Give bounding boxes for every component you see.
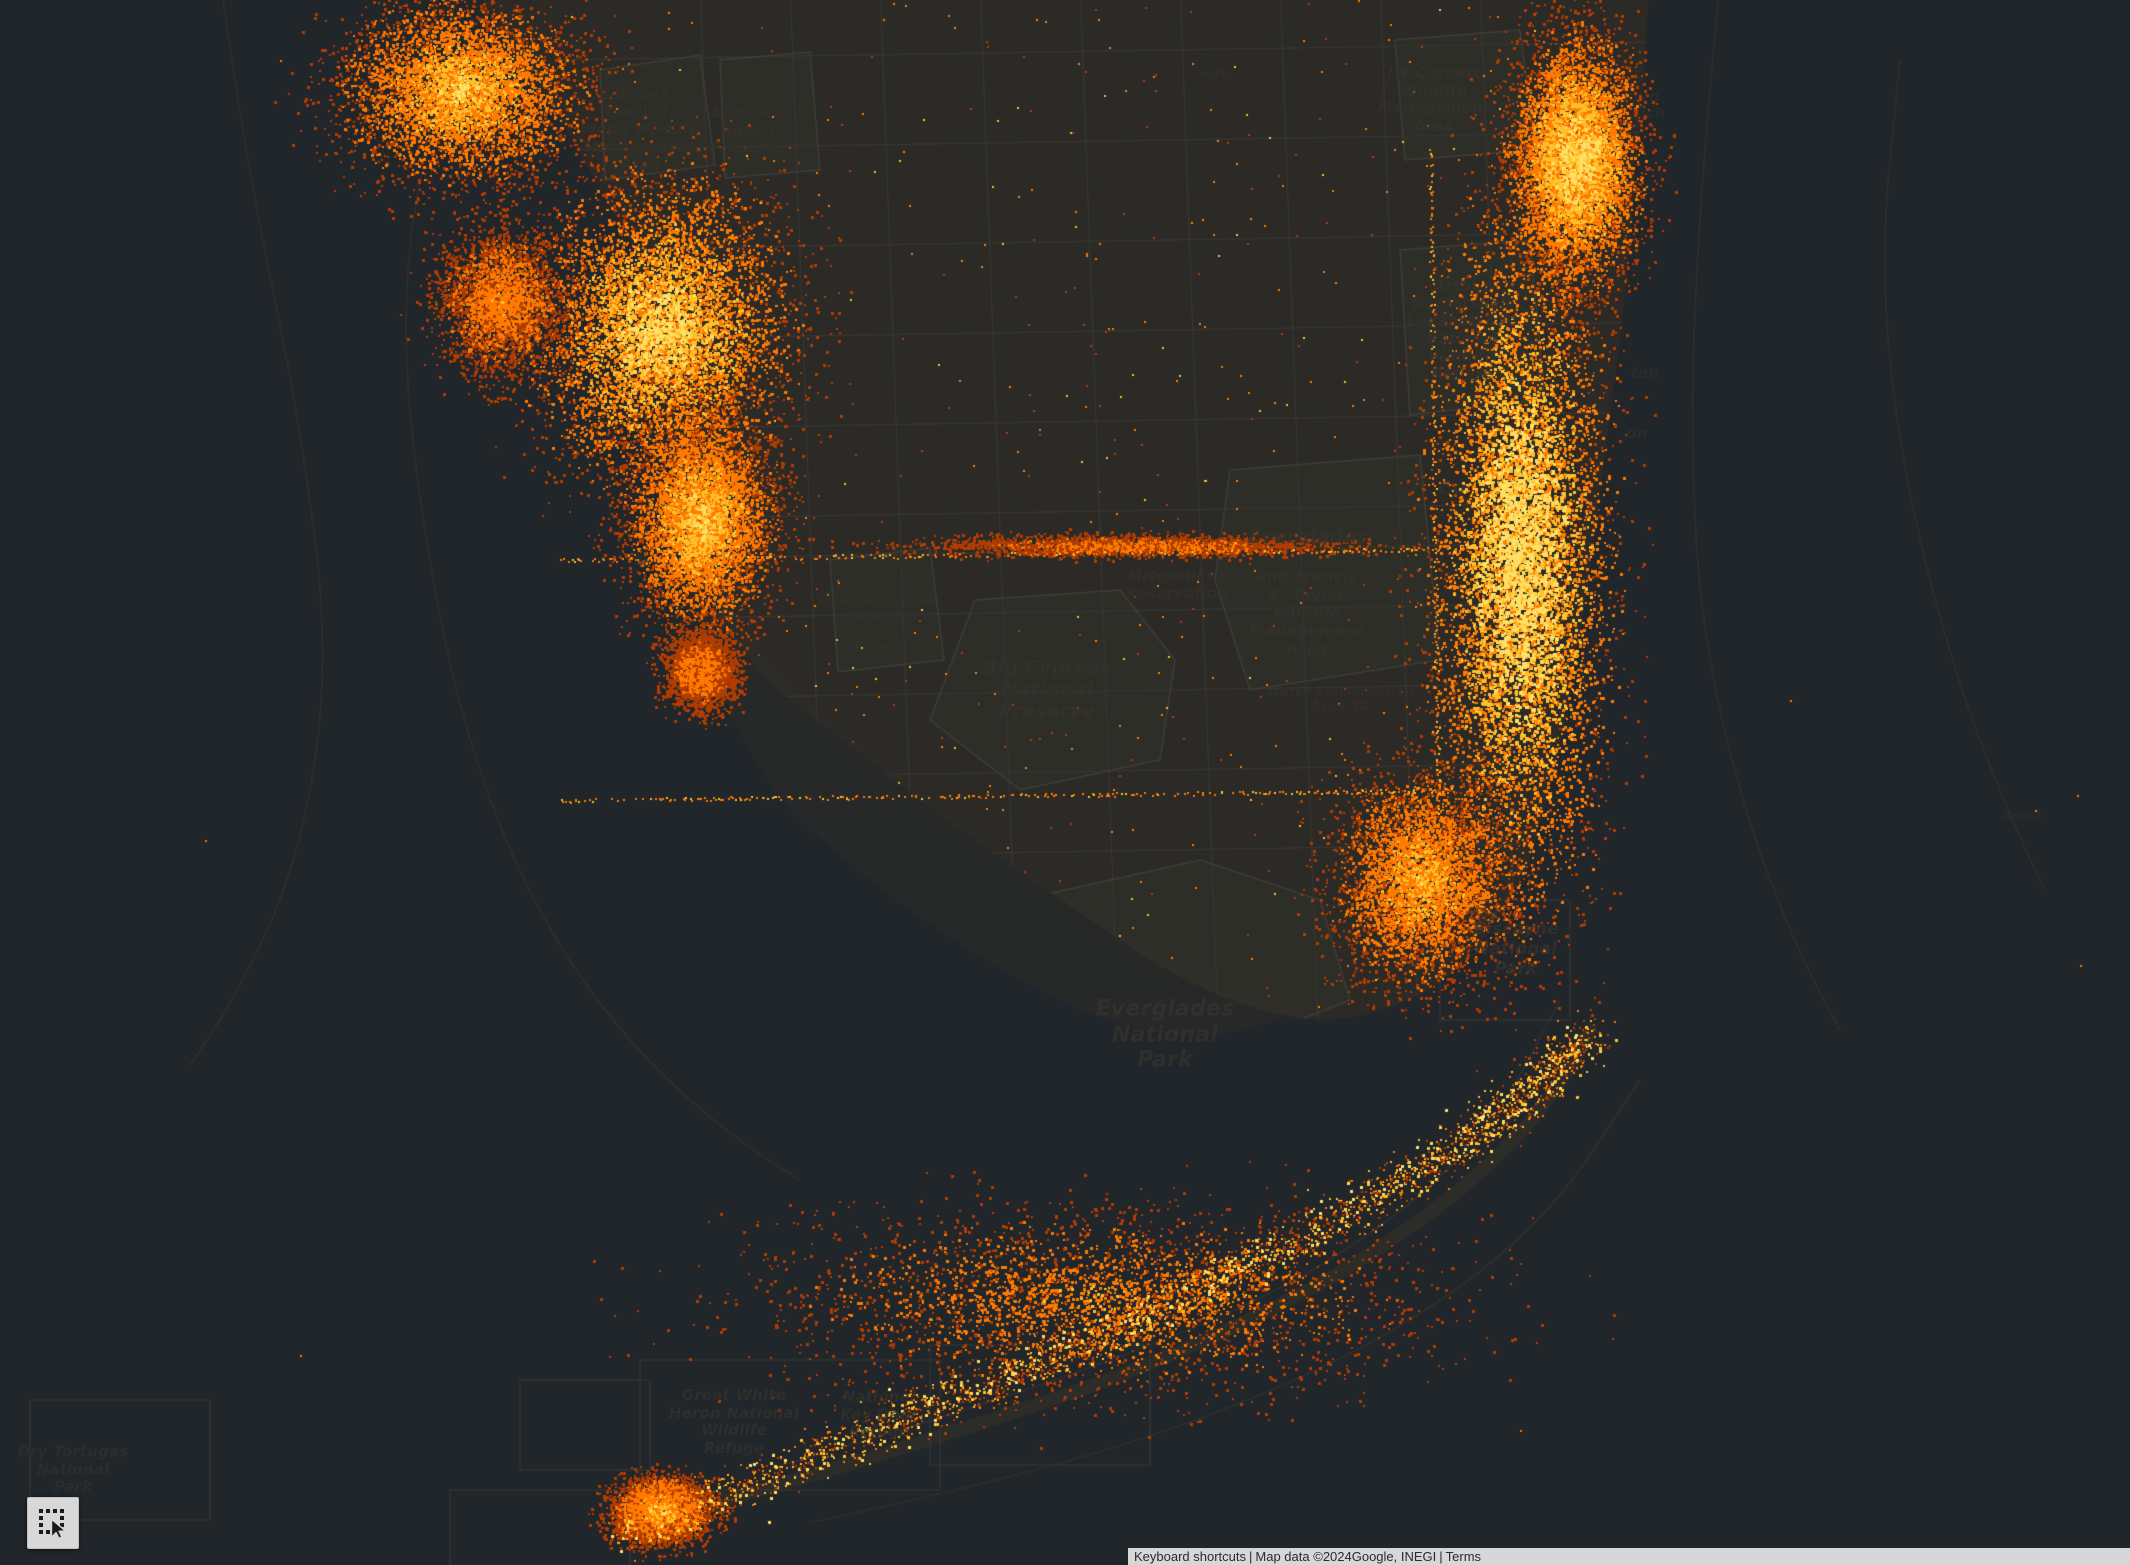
keyboard-shortcuts-link[interactable]: Keyboard shortcuts <box>1134 1549 1247 1564</box>
map-attribution-bar: Keyboard shortcuts | Map data © 2024 Goo… <box>1128 1548 2130 1565</box>
terms-link[interactable]: Terms <box>1445 1549 1482 1564</box>
attribution-map-data: Map data © <box>1255 1549 1323 1564</box>
attribution-year: 2024 <box>1322 1549 1352 1564</box>
marquee-select-icon <box>36 1506 70 1540</box>
attribution-separator-2: | <box>1439 1549 1443 1564</box>
attribution-separator-1: | <box>1249 1549 1253 1564</box>
box-select-tool-button[interactable] <box>27 1497 79 1549</box>
attribution-providers: Google, INEGI <box>1351 1549 1437 1564</box>
